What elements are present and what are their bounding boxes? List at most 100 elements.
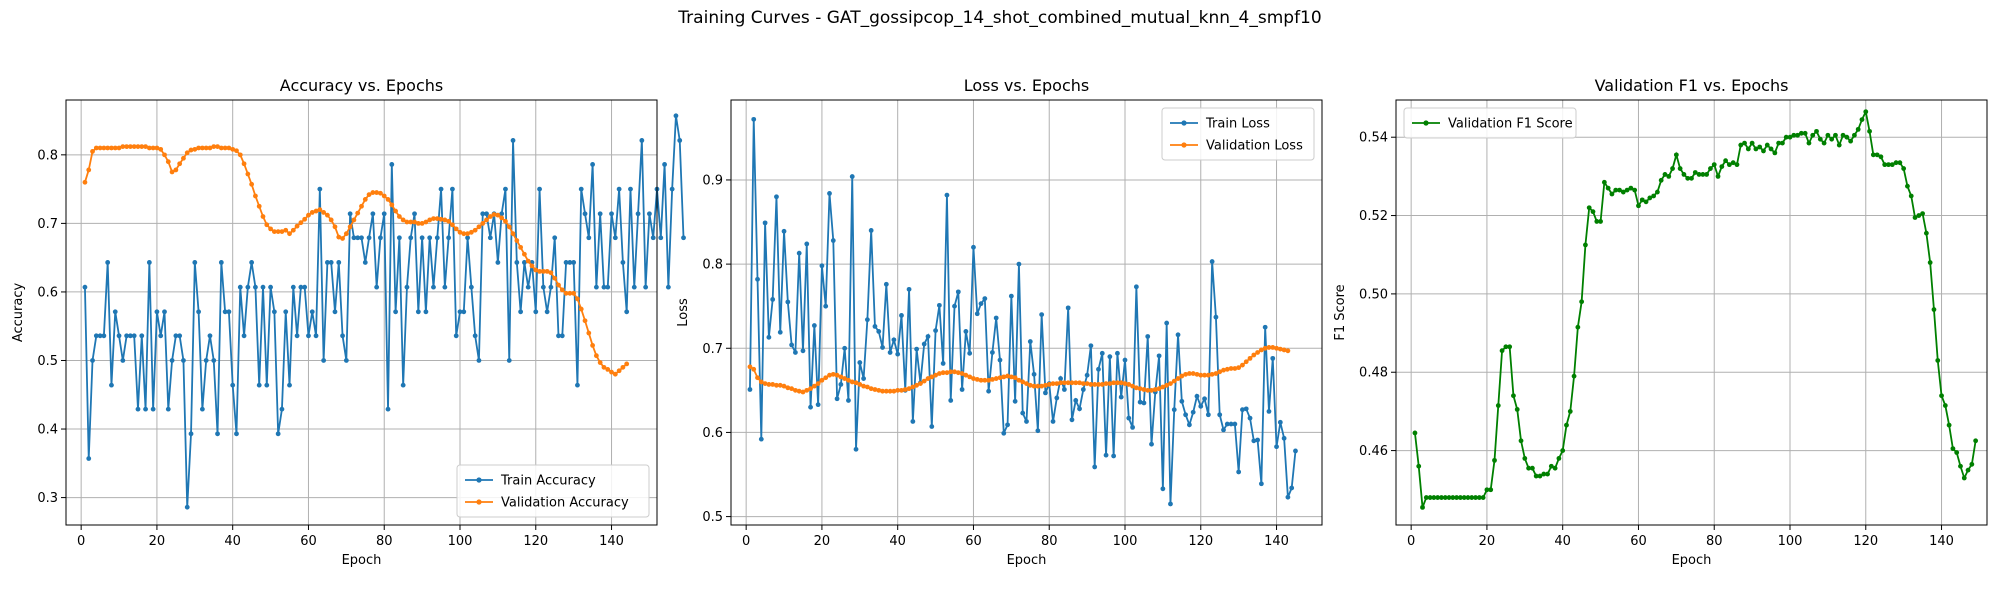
data-point	[770, 297, 776, 302]
data-point	[1613, 187, 1619, 193]
data-point	[1605, 185, 1611, 191]
tick-label-x: 40	[224, 534, 241, 549]
tick-label-x: 100	[1113, 534, 1138, 549]
data-point	[971, 244, 976, 250]
data-point	[770, 382, 776, 387]
data-point	[1065, 305, 1071, 311]
data-point	[1156, 353, 1162, 359]
data-point	[146, 260, 152, 265]
data-point	[1251, 438, 1257, 444]
data-point	[177, 161, 183, 167]
data-point	[1088, 382, 1094, 387]
data-point	[1285, 494, 1291, 500]
data-point	[359, 235, 364, 241]
tick-label-y: 0.7	[702, 342, 723, 357]
tick-label-x: 120	[1853, 534, 1878, 549]
data-point	[158, 146, 164, 152]
data-point	[332, 309, 338, 315]
data-point	[120, 144, 126, 150]
data-point	[404, 219, 410, 225]
data-point	[287, 382, 292, 388]
data-point	[1908, 193, 1914, 199]
data-point	[1787, 134, 1793, 140]
data-point	[370, 211, 376, 217]
data-point	[162, 309, 167, 315]
data-point	[1889, 162, 1895, 168]
data-point	[218, 145, 224, 151]
data-point	[1133, 385, 1139, 391]
data-point	[313, 208, 319, 214]
data-point	[1745, 146, 1751, 152]
data-point	[1780, 140, 1785, 146]
data-point	[1232, 421, 1238, 427]
data-point	[1446, 495, 1452, 500]
data-point	[290, 284, 296, 290]
data-point	[762, 381, 768, 387]
tick-label-y: 0.6	[702, 426, 723, 441]
data-point	[127, 333, 133, 339]
data-point	[758, 379, 764, 385]
data-point	[929, 374, 935, 380]
data-point	[967, 374, 973, 380]
data-point	[340, 333, 345, 339]
data-point	[241, 161, 247, 167]
x-axis-label: Epoch	[1672, 553, 1712, 568]
data-point	[929, 424, 935, 429]
data-point	[982, 296, 988, 302]
data-point	[1749, 140, 1755, 146]
data-point	[665, 284, 671, 290]
data-point	[620, 364, 626, 370]
data-point	[1954, 450, 1960, 455]
data-point	[306, 333, 311, 339]
tick-label-x: 100	[1778, 534, 1803, 549]
data-point	[1171, 378, 1177, 384]
data-point	[1285, 348, 1291, 354]
data-point	[1012, 398, 1018, 404]
data-point	[1867, 128, 1872, 134]
data-point	[834, 372, 840, 378]
data-point	[1088, 343, 1094, 349]
data-point	[419, 220, 425, 226]
data-point	[1791, 132, 1797, 138]
data-point	[351, 235, 357, 241]
data-point	[1001, 430, 1007, 436]
data-point	[302, 284, 308, 290]
data-point	[116, 145, 122, 151]
legend-swatch-marker	[1181, 142, 1187, 148]
data-point	[902, 387, 908, 392]
data-point	[827, 372, 832, 378]
data-point	[582, 211, 588, 217]
data-point	[861, 383, 866, 389]
legend-swatch-marker	[476, 499, 482, 505]
data-point	[450, 222, 455, 228]
data-point	[1423, 495, 1429, 500]
data-point	[1243, 406, 1249, 412]
data-point	[1175, 376, 1181, 381]
data-point	[1844, 134, 1850, 140]
data-point	[184, 504, 190, 510]
data-point	[131, 144, 137, 150]
data-point	[1103, 452, 1109, 458]
data-point	[522, 251, 527, 257]
data-point	[431, 284, 436, 290]
data-point	[1016, 377, 1022, 383]
data-point	[895, 351, 901, 357]
data-point	[124, 144, 130, 150]
data-point	[1488, 487, 1494, 493]
data-point	[647, 211, 652, 217]
data-point	[899, 387, 904, 393]
data-point	[578, 306, 584, 312]
data-point	[1228, 421, 1234, 427]
data-point	[1213, 371, 1219, 376]
legend: Validation F1 Score	[1403, 107, 1577, 139]
data-point	[891, 388, 897, 394]
legend-entry-label: Train Loss	[1205, 117, 1270, 132]
data-point	[302, 216, 308, 222]
data-point	[1103, 381, 1109, 387]
data-point	[1961, 475, 1967, 481]
data-point	[203, 145, 209, 151]
data-point	[260, 284, 266, 290]
series-markers-2	[747, 345, 1291, 395]
data-point	[374, 190, 380, 195]
data-point	[872, 323, 878, 329]
